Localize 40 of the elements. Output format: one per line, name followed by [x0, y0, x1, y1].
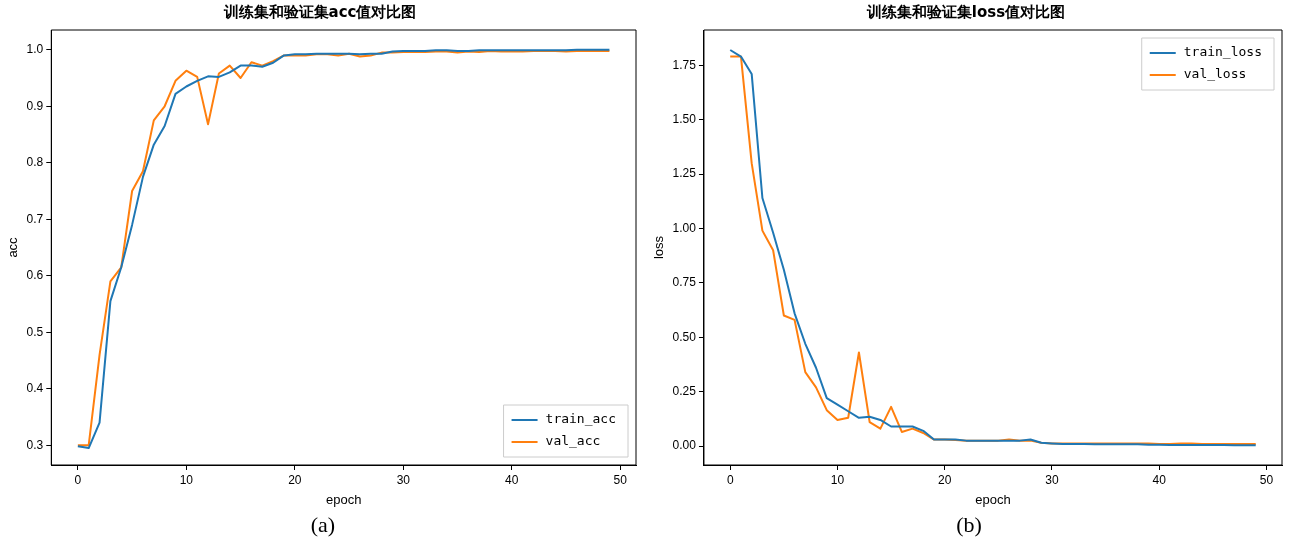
y-tick-label: 1.0 — [26, 42, 44, 57]
x-tick-label: 50 — [613, 472, 628, 487]
legend-label: val_loss — [1183, 66, 1247, 82]
legend-label: val_acc — [545, 433, 601, 449]
x-axis-title: epoch — [325, 491, 362, 507]
x-tick-label: 0 — [74, 472, 82, 487]
chart-title: 训练集和验证集acc值对比图 — [222, 2, 417, 21]
text: (b) — [955, 511, 983, 539]
x-tick-label: 40 — [505, 472, 519, 487]
x-tick-label: 20 — [938, 472, 952, 487]
legend-label: train_acc — [545, 411, 617, 427]
text: (a) — [309, 511, 337, 539]
y-tick-label: 0.6 — [26, 268, 44, 283]
x-tick-label: 10 — [179, 472, 194, 487]
x-tick-label: 20 — [288, 472, 302, 487]
y-tick-label: 1.50 — [672, 111, 697, 126]
y-tick-label: 1.75 — [672, 57, 697, 72]
x-tick-label: 30 — [396, 472, 411, 487]
y-axis-title: loss — [651, 235, 667, 260]
y-axis-title: acc — [5, 236, 21, 258]
y-tick-label: 0.5 — [26, 324, 44, 339]
chart-title: 训练集和验证集loss值对比图 — [865, 2, 1066, 21]
y-tick-label: 1.25 — [672, 166, 697, 181]
y-tick-label: 0.75 — [672, 275, 697, 290]
y-tick-label: 0.4 — [26, 381, 44, 396]
legend-label: train_loss — [1183, 44, 1263, 60]
x-tick-label: 10 — [830, 472, 845, 487]
y-tick-label: 0.00 — [672, 438, 697, 453]
x-tick-label: 50 — [1259, 472, 1274, 487]
y-tick-label: 0.50 — [672, 329, 697, 344]
x-tick-label: 40 — [1152, 472, 1167, 487]
x-axis-title: epoch — [975, 491, 1011, 507]
y-tick-label: 0.25 — [672, 383, 697, 398]
x-tick-label: 30 — [1045, 472, 1059, 487]
y-tick-label: 0.9 — [26, 98, 44, 113]
y-tick-label: 0.8 — [26, 155, 44, 170]
y-tick-label: 0.7 — [26, 211, 44, 226]
y-tick-label: 1.00 — [672, 220, 697, 235]
x-tick-label: 0 — [726, 472, 734, 487]
y-tick-label: 0.3 — [26, 437, 44, 452]
